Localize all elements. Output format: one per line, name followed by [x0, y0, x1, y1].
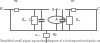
Bar	[31, 16, 37, 24]
Text: $R_c$: $R_c$	[70, 0, 76, 5]
Text: E: E	[45, 42, 47, 43]
Text: $R_e$: $R_e$	[52, 31, 58, 39]
Text: C: C	[97, 7, 100, 11]
Text: $g_mv_{be}$: $g_mv_{be}$	[51, 6, 62, 13]
Text: B: B	[0, 7, 3, 11]
Bar	[66, 16, 72, 24]
Text: $C_{be}$: $C_{be}$	[28, 16, 35, 24]
Bar	[14, 8, 18, 11]
Text: $C_{bc}$: $C_{bc}$	[68, 16, 75, 24]
Bar	[71, 8, 75, 11]
Text: $R_b$: $R_b$	[13, 0, 19, 5]
Text: $R_{bc}$: $R_{bc}$	[75, 16, 82, 24]
Bar	[43, 33, 49, 37]
Text: $R_{be}$: $R_{be}$	[21, 16, 28, 24]
Text: Fig. 9 - Simplified small-signal equivalent diagram of a heterojunction bipolar : Fig. 9 - Simplified small-signal equival…	[0, 39, 100, 43]
Text: $v_{be}$: $v_{be}$	[34, 33, 41, 39]
